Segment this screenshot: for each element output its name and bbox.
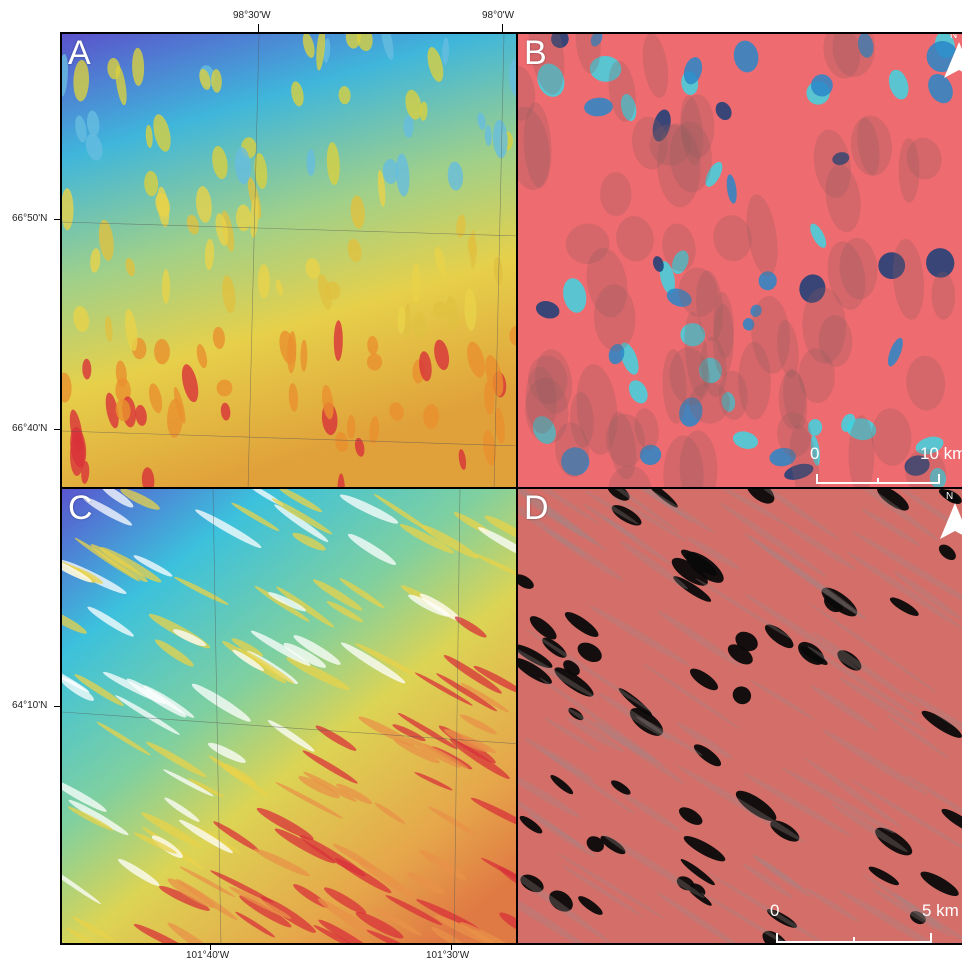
panel-d-north-arrow: N [940,491,962,541]
panel-b-scale-start: 0 [810,444,820,463]
panel-d-north-label: N [946,491,954,502]
panel-d-scale-end: 5 km [922,901,959,920]
north-arrow-icon [940,503,962,539]
lon-tick-bottom-2 [451,942,452,950]
lat-tick-3 [54,706,62,707]
lon-label-bottom-1: 101°40'W [186,950,230,961]
panel-d-lakes [518,489,962,943]
panel-b-north-label: N [950,32,958,41]
panel-a-raster [62,34,516,487]
panel-a-dem-map: A [60,32,518,489]
lon-label-top-2: 98°0'W [482,10,515,21]
panel-a-drumlins [62,34,516,487]
panel-b-letter: B [524,34,547,72]
lon-tick-top-1 [258,24,259,32]
panel-b-raster [518,34,962,487]
lon-tick-top-2 [502,24,503,32]
panel-b-scale-end: 10 km [920,444,962,463]
panel-c-letter: C [68,489,93,527]
lat-label-2: 66°40'N [12,423,48,434]
lon-label-top-1: 98°30'W [233,10,271,21]
lat-label-1: 66°50'N [12,213,48,224]
lat-tick-2 [54,429,62,430]
panel-d-scale-bar: 0 5 km [770,901,959,943]
panel-b-scale-bar: 0 10 km [810,444,962,484]
panel-d-raster [518,489,962,943]
panel-c-dem-map: C [60,487,518,945]
panel-c-raster [62,489,516,943]
lat-tick-1 [54,219,62,220]
panel-b-satellite-map: B N 0 10 km [516,32,962,489]
panel-b-lakes [518,34,958,487]
north-arrow-icon [944,42,962,78]
lon-label-bottom-2: 101°30'W [426,950,470,961]
lat-label-3: 64°10'N [12,700,48,711]
panel-b-north-arrow: N [944,34,962,80]
panel-d-satellite-map: D N 0 5 km [516,487,962,945]
panel-a-letter: A [68,34,91,72]
panel-d-letter: D [524,489,549,527]
lon-tick-bottom-1 [210,942,211,950]
panel-d-scale-start: 0 [770,901,780,920]
